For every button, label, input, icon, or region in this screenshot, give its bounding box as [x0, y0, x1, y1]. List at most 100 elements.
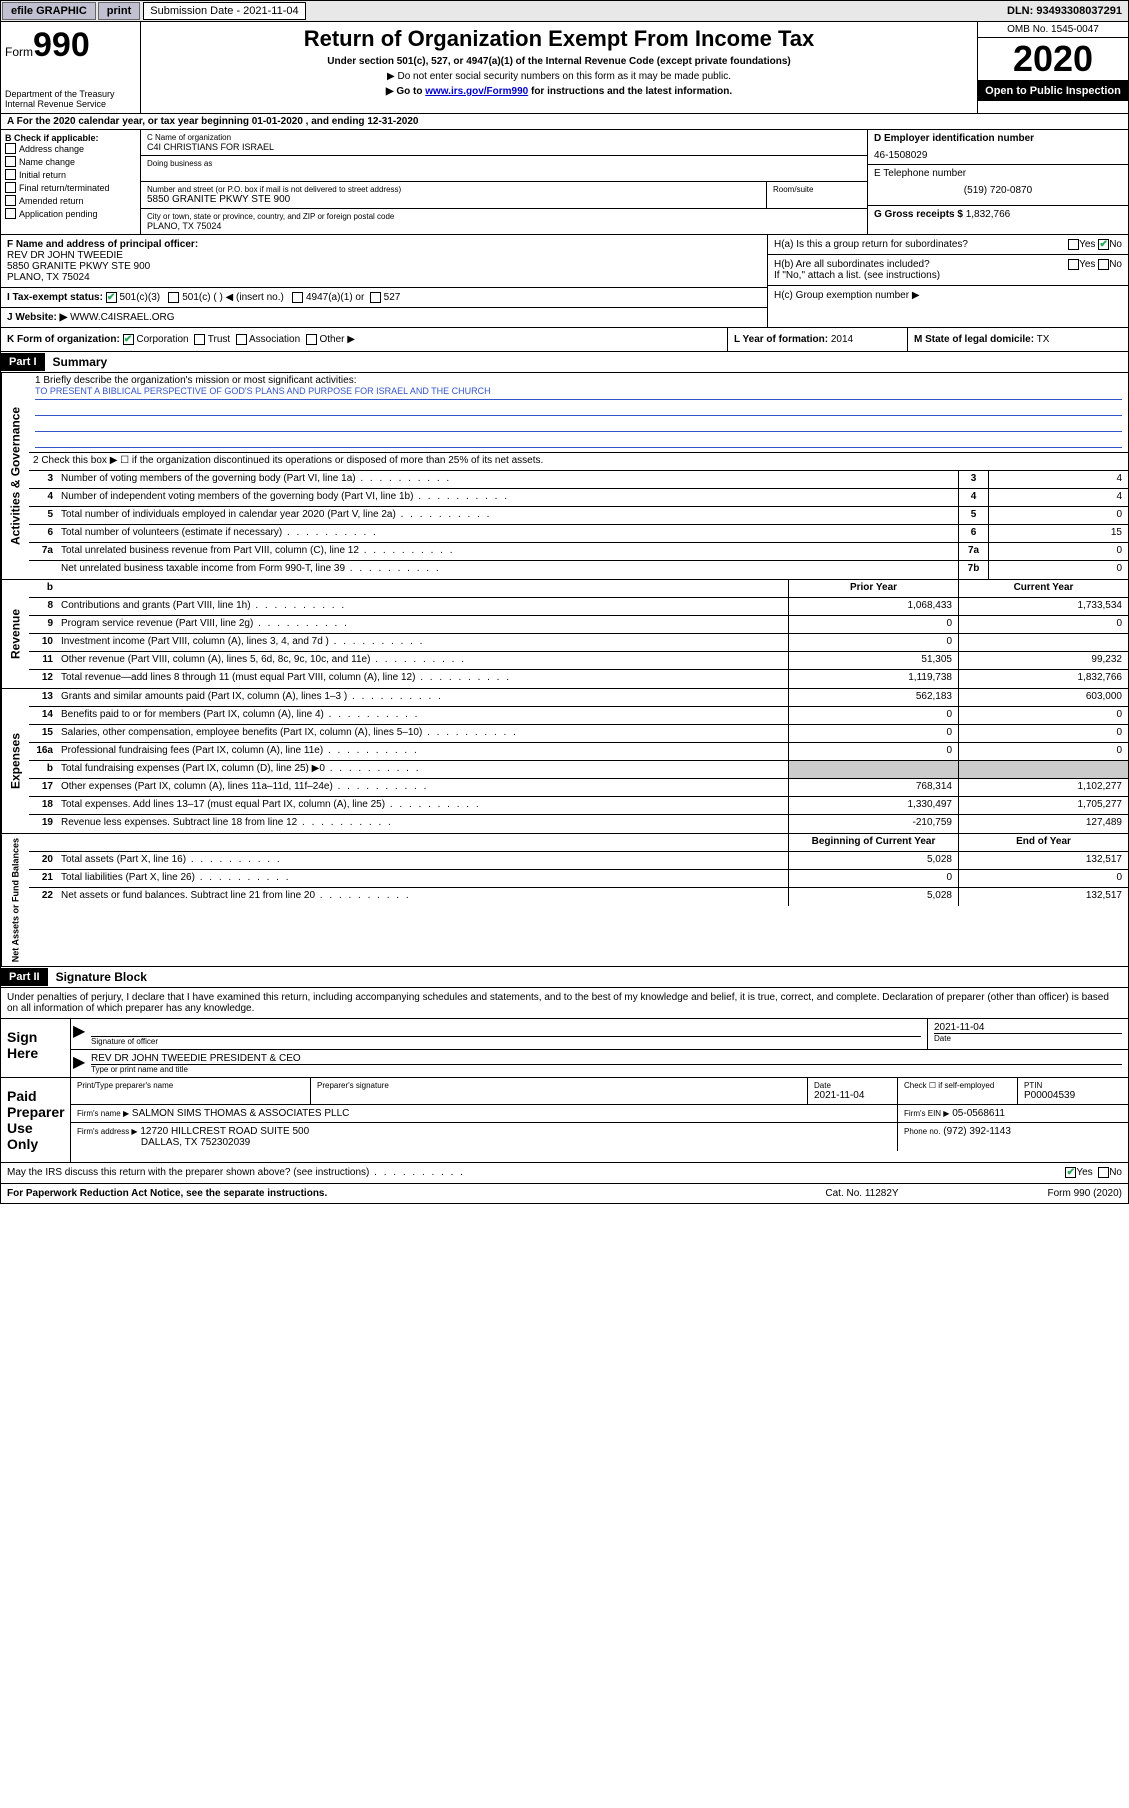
row-desc: Number of independent voting members of … — [57, 489, 958, 506]
row-num: 10 — [29, 634, 57, 651]
print-button[interactable]: print — [98, 2, 140, 20]
open-inspection: Open to Public Inspection — [978, 81, 1128, 101]
paid-prep-label: Paid Preparer Use Only — [1, 1078, 71, 1162]
discuss-no[interactable] — [1098, 1167, 1109, 1178]
row-desc: Total unrelated business revenue from Pa… — [57, 543, 958, 560]
box-b: B Check if applicable: Address change Na… — [1, 130, 141, 234]
header-right: OMB No. 1545-0047 2020 Open to Public In… — [978, 22, 1128, 113]
chk-4947[interactable] — [292, 292, 303, 303]
row-desc: Salaries, other compensation, employee b… — [57, 725, 788, 742]
officer-name: REV DR JOHN TWEEDIE — [7, 250, 123, 261]
ein-value: 46-1508029 — [874, 144, 1122, 161]
chk-pending[interactable] — [5, 208, 16, 219]
discuss-yes[interactable] — [1065, 1167, 1076, 1178]
ha-no[interactable] — [1098, 239, 1109, 250]
room-label: Room/suite — [773, 185, 861, 194]
curr-val — [958, 761, 1128, 778]
prep-date-label: Date — [814, 1081, 891, 1090]
row-num: 4 — [29, 489, 57, 506]
section-governance: Activities & Governance 1 Briefly descri… — [0, 373, 1129, 580]
j-label: J Website: ▶ — [7, 312, 67, 323]
prior-val: 51,305 — [788, 652, 958, 669]
firm-name-label: Firm's name ▶ — [77, 1109, 129, 1118]
chk-name[interactable] — [5, 156, 16, 167]
m-label: M State of legal domicile: — [914, 334, 1034, 345]
h-c: H(c) Group exemption number ▶ — [768, 286, 1128, 305]
row-desc: Other revenue (Part VIII, column (A), li… — [57, 652, 788, 669]
hb-no[interactable] — [1098, 259, 1109, 270]
chk-501c[interactable] — [168, 292, 179, 303]
sig-intro: Under penalties of perjury, I declare th… — [1, 988, 1128, 1018]
row-num: 20 — [29, 852, 57, 869]
form-num: 990 — [33, 26, 90, 64]
firm-addr1: 12720 HILLCREST ROAD SUITE 500 — [140, 1126, 309, 1137]
row-desc: Other expenses (Part IX, column (A), lin… — [57, 779, 788, 796]
chk-amended[interactable] — [5, 195, 16, 206]
row-val: 15 — [988, 525, 1128, 542]
block-fhij: F Name and address of principal officer:… — [0, 235, 1129, 328]
hb-yes[interactable] — [1068, 259, 1079, 270]
curr-val: 99,232 — [958, 652, 1128, 669]
chk-final[interactable] — [5, 182, 16, 193]
q1-label: 1 Briefly describe the organization's mi… — [35, 375, 1122, 386]
chk-address[interactable] — [5, 143, 16, 154]
chk-initial[interactable] — [5, 169, 16, 180]
prior-val — [788, 761, 958, 778]
fhij-left: F Name and address of principal officer:… — [1, 235, 768, 327]
curr-val: 1,733,534 — [958, 598, 1128, 615]
side-rev: Revenue — [1, 580, 29, 688]
sig-date: 2021-11-04 — [934, 1022, 1122, 1033]
chk-527[interactable] — [370, 292, 381, 303]
city-label: City or town, state or province, country… — [147, 212, 861, 221]
row-desc: Program service revenue (Part VIII, line… — [57, 616, 788, 633]
street-label: Number and street (or P.O. box if mail i… — [147, 185, 760, 194]
row-num — [29, 561, 57, 579]
header-left: Form990 Department of the Treasury Inter… — [1, 22, 141, 113]
dln-number: DLN: 93493308037291 — [1001, 3, 1128, 19]
row-num: 8 — [29, 598, 57, 615]
lbl-initial: Initial return — [19, 170, 66, 180]
line-a-text: A For the 2020 calendar year, or tax yea… — [7, 116, 418, 127]
discuss-text: May the IRS discuss this return with the… — [7, 1167, 1065, 1178]
irs-link[interactable]: www.irs.gov/Form990 — [425, 86, 528, 97]
date-label: Date — [934, 1033, 1122, 1043]
row-num: 16a — [29, 743, 57, 760]
prior-val: 0 — [788, 743, 958, 760]
hb-yes-lbl: Yes — [1079, 259, 1095, 270]
row-lab: 7a — [958, 543, 988, 560]
firm-ein-label: Firm's EIN ▶ — [904, 1109, 949, 1118]
hb-note: If "No," attach a list. (see instruction… — [774, 270, 940, 281]
ptin-label: PTIN — [1024, 1081, 1122, 1090]
part2-header: Part II Signature Block — [0, 967, 1129, 988]
curr-val: 0 — [958, 743, 1128, 760]
chk-corp[interactable] — [123, 334, 134, 345]
lbl-501c3: 501(c)(3) — [120, 292, 161, 303]
hdr-b: b — [29, 580, 57, 597]
ha-yes[interactable] — [1068, 239, 1079, 250]
part1-tag: Part I — [1, 353, 45, 371]
l-label: L Year of formation: — [734, 334, 828, 345]
chk-trust[interactable] — [194, 334, 205, 345]
part2-tag: Part II — [1, 968, 48, 986]
tax-year: 2020 — [978, 38, 1128, 81]
row-lab: 7b — [958, 561, 988, 579]
mission-blank1 — [35, 402, 1122, 416]
footer-left: For Paperwork Reduction Act Notice, see … — [7, 1188, 762, 1199]
firm-phone: (972) 392-1143 — [943, 1126, 1011, 1137]
form-word: Form — [5, 45, 33, 59]
hdr-prior: Prior Year — [788, 580, 958, 597]
c-name-label: C Name of organization — [147, 133, 861, 142]
row-num: b — [29, 761, 57, 778]
mission-blank2 — [35, 418, 1122, 432]
footer-mid: Cat. No. 11282Y — [762, 1188, 962, 1199]
chk-501c3[interactable] — [106, 292, 117, 303]
lbl-pending: Application pending — [19, 209, 98, 219]
prep-sig-label: Preparer's signature — [317, 1081, 801, 1090]
curr-val: 0 — [958, 725, 1128, 742]
chk-other[interactable] — [306, 334, 317, 345]
prior-val: 0 — [788, 634, 958, 651]
firm-addr-label: Firm's address ▶ — [77, 1127, 138, 1136]
top-bar: efile GRAPHIC print Submission Date - 20… — [0, 0, 1129, 22]
row-num: 18 — [29, 797, 57, 814]
chk-assoc[interactable] — [236, 334, 247, 345]
